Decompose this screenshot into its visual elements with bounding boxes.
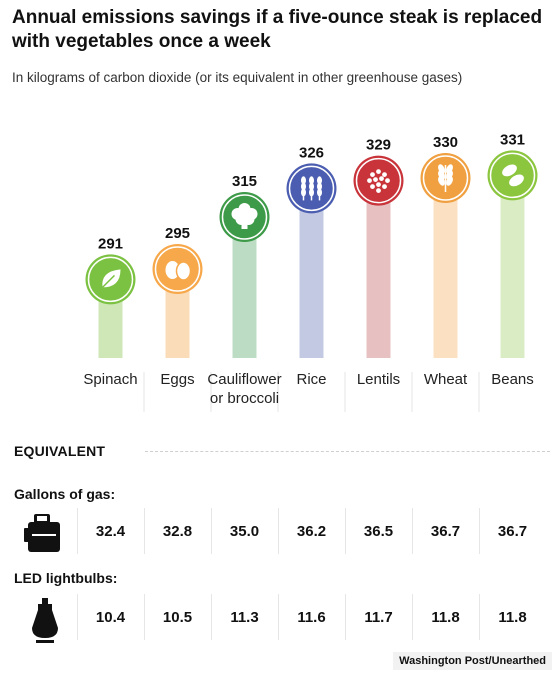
data-label: 291 xyxy=(98,235,123,252)
led-lightbulbs-value: 11.6 xyxy=(297,608,326,626)
led-lightbulbs-value: 10.5 xyxy=(162,608,193,626)
led-lightbulbs-value: 11.3 xyxy=(230,608,259,626)
column-separator xyxy=(77,594,78,640)
gas-gallons-value: 32.4 xyxy=(95,522,126,540)
column-separator xyxy=(211,508,212,554)
column-separator xyxy=(211,594,212,640)
lentils-icon xyxy=(353,155,404,206)
gas-gallons-value: 36.7 xyxy=(430,522,461,540)
column-separator xyxy=(345,594,346,640)
gas-gallons-value: 36.5 xyxy=(363,522,394,540)
category-label: Rice xyxy=(296,371,326,388)
led-section-label: LED lightbulbs: xyxy=(14,570,118,586)
led-lightbulbs-value: 10.4 xyxy=(95,608,126,626)
gas-gallons-value: 35.0 xyxy=(229,522,260,540)
column-separator xyxy=(77,508,78,554)
column-separator xyxy=(479,594,480,640)
column-separator xyxy=(479,508,480,554)
chart-subtitle: In kilograms of carbon dioxide (or its e… xyxy=(12,70,463,85)
chart-title: Annual emissions savings if a five-ounce… xyxy=(12,7,543,52)
gas-row: 32.4 32.8 35.0 36.2 36.5 36.7 36.7 xyxy=(0,508,560,554)
bar xyxy=(500,175,525,358)
equivalent-header: EQUIVALENT xyxy=(14,443,106,459)
beans-icon xyxy=(487,150,538,201)
category-label: Cauliflower xyxy=(207,371,281,388)
leaf-icon xyxy=(85,254,136,305)
data-label: 326 xyxy=(299,144,324,161)
column-separator xyxy=(345,508,346,554)
column-separator xyxy=(412,594,413,640)
column-separator xyxy=(278,508,279,554)
category-label: Lentils xyxy=(357,371,400,388)
data-label: 315 xyxy=(232,173,257,190)
bar-chart: 291 Spinach 295 Eggs 315 Cauliflower or brocco… xyxy=(83,131,538,412)
bar xyxy=(433,178,458,358)
lightbulb-icon xyxy=(30,598,60,649)
category-label: Eggs xyxy=(160,371,194,388)
data-label: 330 xyxy=(433,134,458,151)
broccoli-icon xyxy=(219,192,270,242)
data-label: 329 xyxy=(366,137,391,154)
category-label: Wheat xyxy=(424,371,468,388)
column-separator xyxy=(412,508,413,554)
led-row: 10.4 10.5 11.3 11.6 11.7 11.8 11.8 xyxy=(0,594,560,643)
data-label: 331 xyxy=(500,131,525,148)
eggs-icon xyxy=(152,244,203,294)
category-label: Beans xyxy=(491,371,534,388)
column-separator xyxy=(144,508,145,554)
gas-gallons-value: 32.8 xyxy=(162,522,193,540)
rice-icon xyxy=(286,163,337,214)
column-separator xyxy=(144,594,145,640)
category-label: or broccoli xyxy=(210,390,279,407)
wheat-icon xyxy=(420,153,471,203)
data-label: 295 xyxy=(165,225,190,242)
source-credit: Washington Post/Unearthed xyxy=(393,652,552,670)
divider xyxy=(145,451,550,452)
led-lightbulbs-value: 11.8 xyxy=(498,608,527,626)
led-lightbulbs-value: 11.7 xyxy=(364,608,393,626)
gas-section-label: Gallons of gas: xyxy=(14,486,116,502)
column-separator xyxy=(278,594,279,640)
gas-gallons-value: 36.7 xyxy=(497,522,528,540)
category-label: Spinach xyxy=(83,371,137,388)
bar xyxy=(366,180,391,358)
bar xyxy=(299,188,324,358)
gas-gallons-value: 36.2 xyxy=(296,522,327,540)
gas-can-icon xyxy=(22,512,66,559)
led-lightbulbs-value: 11.8 xyxy=(431,608,460,626)
